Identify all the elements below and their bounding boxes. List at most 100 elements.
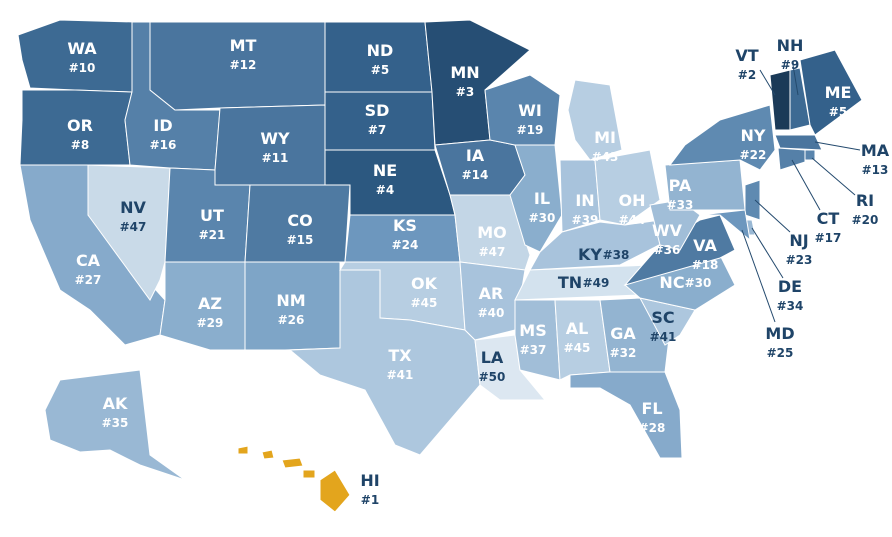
state xyxy=(459,261,526,341)
state-rank: #12 xyxy=(230,58,257,72)
state xyxy=(744,179,761,221)
state-rank: #35 xyxy=(102,416,129,430)
state xyxy=(569,371,683,459)
state-rank: #21 xyxy=(199,228,226,242)
state-rank: #5 xyxy=(829,105,847,119)
state-shape xyxy=(44,369,186,481)
state-rank: #50 xyxy=(479,370,506,384)
state-abbr: NC xyxy=(659,273,684,292)
state-abbr: HI xyxy=(360,471,379,490)
leader-line xyxy=(759,69,776,96)
state-abbr: MO xyxy=(477,223,507,242)
state-shape xyxy=(567,79,623,161)
state xyxy=(769,69,791,131)
state-rank: #26 xyxy=(278,313,305,327)
state-abbr: MD xyxy=(765,324,794,343)
state-shape xyxy=(774,134,823,151)
leader-line xyxy=(741,229,776,323)
state-abbr: NY xyxy=(741,126,766,145)
state-rank: #40 xyxy=(478,306,505,320)
state-abbr: KS xyxy=(393,216,417,235)
leader-line xyxy=(792,64,799,96)
state xyxy=(799,49,863,136)
state-abbr: VA xyxy=(693,236,717,255)
state-shape xyxy=(668,104,776,171)
state-shape xyxy=(769,69,791,131)
state-rank: #9 xyxy=(781,58,799,72)
state-abbr: WI xyxy=(518,101,542,120)
state-rank: #47 xyxy=(479,245,506,259)
state-abbr: KY xyxy=(578,245,602,264)
state-abbr: OR xyxy=(67,116,93,135)
state-rank: #10 xyxy=(69,61,96,75)
state-abbr: NJ xyxy=(789,231,808,250)
state-abbr: RI xyxy=(856,191,874,210)
state-shape xyxy=(777,147,806,171)
state-abbr: NV xyxy=(120,198,146,217)
state-rank: #16 xyxy=(150,138,177,152)
state-abbr: MA xyxy=(861,141,890,160)
state-rank: #44 xyxy=(619,213,646,227)
state-shape xyxy=(569,371,683,459)
state-rank: #20 xyxy=(852,213,879,227)
state-shape xyxy=(514,299,561,381)
state-abbr: MS xyxy=(519,321,546,340)
leader-line xyxy=(811,157,856,196)
state-rank: #30 xyxy=(529,211,556,225)
labels: WA #10 OR #8 CA #27 NV #47 ID #16 MT #12 WY #11 UT #21 C… xyxy=(67,36,890,507)
state-abbr: ID xyxy=(153,116,172,135)
state-abbr: NH xyxy=(777,36,804,55)
state xyxy=(288,269,481,456)
state-abbr: AR xyxy=(479,284,504,303)
state-abbr: ND xyxy=(367,41,394,60)
state-rank: #47 xyxy=(120,220,147,234)
state xyxy=(668,104,776,171)
state-rank: #39 xyxy=(572,213,599,227)
state-abbr: CA xyxy=(76,251,101,270)
state-rank: #30 xyxy=(685,276,712,290)
state-abbr: CT xyxy=(817,209,840,228)
state-rank: #18 xyxy=(692,258,719,272)
state-shape xyxy=(699,209,751,242)
state-abbr: ME xyxy=(825,83,852,102)
state-abbr: MN xyxy=(450,63,479,82)
leader-line xyxy=(814,141,861,151)
state-rank: #43 xyxy=(592,150,619,164)
state-rank: #25 xyxy=(767,346,794,360)
state-abbr: PA xyxy=(669,176,692,195)
state-shape xyxy=(302,469,316,479)
state-abbr: NE xyxy=(373,161,397,180)
state-rank: #45 xyxy=(564,341,591,355)
state-abbr: WY xyxy=(260,129,290,148)
state-rank: #38 xyxy=(603,248,630,262)
state-shape xyxy=(288,269,481,456)
state-rank: #37 xyxy=(520,343,547,357)
state xyxy=(509,144,563,253)
state xyxy=(44,369,186,481)
state-shape xyxy=(459,261,526,341)
state-rank: #23 xyxy=(786,253,813,267)
state-abbr: WV xyxy=(652,221,683,240)
state-shape xyxy=(281,457,304,469)
state-abbr: LA xyxy=(481,348,504,367)
state-abbr: TN xyxy=(558,273,582,292)
state-abbr: SC xyxy=(651,308,674,327)
state-abbr: TX xyxy=(388,346,412,365)
state-rank: #7 xyxy=(368,123,386,137)
state-rank: #27 xyxy=(75,273,102,287)
leader-line xyxy=(751,227,784,279)
state-rank: #34 xyxy=(777,299,804,313)
state xyxy=(804,149,816,161)
state-abbr: GA xyxy=(610,324,636,343)
state-abbr: IL xyxy=(534,189,550,208)
state-abbr: AK xyxy=(103,394,128,413)
state-rank: #49 xyxy=(583,276,610,290)
state-rank: #3 xyxy=(456,85,474,99)
state-shape xyxy=(799,49,863,136)
state-rank: #5 xyxy=(371,63,389,77)
state-rank: #45 xyxy=(411,296,438,310)
state-rank: #4 xyxy=(376,183,394,197)
state-abbr: NM xyxy=(276,291,305,310)
